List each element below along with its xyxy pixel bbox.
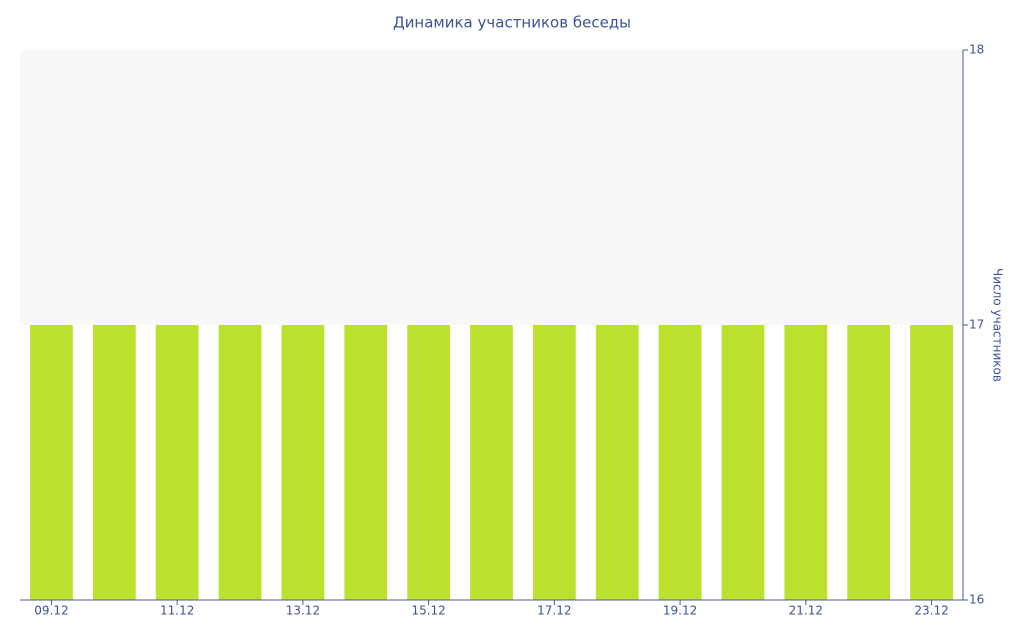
bar [721, 325, 765, 600]
x-tick-label: 23.12 [914, 604, 948, 618]
y-axis-title: Число участников [991, 268, 1005, 382]
bar [344, 325, 388, 600]
x-tick-label: 11.12 [160, 604, 194, 618]
x-tick-label: 17.12 [537, 604, 571, 618]
bar [92, 325, 136, 600]
bar [407, 325, 451, 600]
bar [470, 325, 513, 600]
bar [595, 325, 639, 600]
x-tick-label: 09.12 [34, 604, 68, 618]
plot-band [20, 50, 963, 325]
x-tick-label: 21.12 [789, 604, 823, 618]
bar [218, 325, 262, 600]
bar [281, 325, 325, 600]
bar [658, 325, 702, 600]
y-tick-label: 18 [969, 43, 984, 57]
bar [155, 325, 199, 600]
y-tick-label: 17 [969, 318, 984, 332]
chart-title: Динамика участников беседы [393, 14, 631, 32]
x-tick-label: 19.12 [663, 604, 697, 618]
x-tick-label: 15.12 [411, 604, 445, 618]
y-tick-label: 16 [969, 593, 984, 607]
bar [30, 325, 73, 600]
bar [910, 325, 953, 600]
x-tick-label: 13.12 [286, 604, 320, 618]
bar [784, 325, 828, 600]
bar [532, 325, 576, 600]
bar [847, 325, 891, 600]
